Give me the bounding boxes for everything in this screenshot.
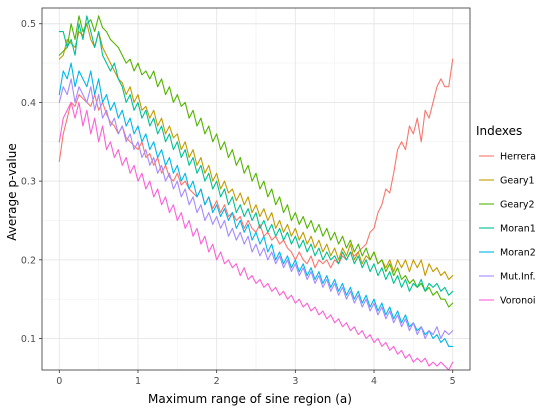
x-axis-title: Maximum range of sine region (a): [148, 392, 352, 406]
y-axis-title: Average p-value: [5, 143, 19, 241]
grid-major: [42, 8, 470, 370]
legend-label: Moran2: [500, 248, 536, 259]
legend-label: Mut.Inf.: [500, 272, 535, 283]
series-layer: [58, 15, 454, 371]
x-tick-label: 3: [292, 376, 298, 387]
legend-label: Herrera: [500, 152, 536, 163]
legend-title: Indexes: [476, 124, 522, 138]
series-line-voronoi: [58, 101, 454, 371]
x-tick-label: 4: [371, 376, 377, 387]
y-tick-label: 0.5: [21, 19, 36, 30]
series-line-moran1: [58, 15, 454, 296]
y-tick-label: 0.1: [21, 334, 36, 345]
y-tick-label: 0.4: [21, 98, 36, 109]
axis-ticks: 0 1 2 3 4 5 0.1 0.2 0.3 0.4 0.5: [21, 19, 456, 387]
series-line-moran2: [58, 62, 454, 347]
x-tick-label: 2: [214, 376, 220, 387]
x-tick-label: 0: [56, 376, 62, 387]
y-tick-label: 0.2: [21, 255, 36, 266]
legend-label: Voronoi: [500, 296, 536, 307]
grid-minor: [42, 8, 470, 370]
series-line-mut-inf: [58, 78, 454, 340]
legend-label: Geary1: [500, 176, 535, 187]
panel-border: [41, 7, 471, 371]
legend: Indexes Herrera Geary1 Geary2 Moran1 Moran2 M…: [476, 124, 536, 309]
series-line-geary2: [58, 15, 454, 308]
series-line-geary1: [58, 23, 454, 281]
y-tick-label: 0.3: [21, 177, 36, 188]
x-tick-label: 5: [450, 376, 456, 387]
legend-label: Geary2: [500, 200, 535, 211]
legend-label: Moran1: [500, 224, 536, 235]
x-tick-label: 1: [135, 376, 141, 387]
